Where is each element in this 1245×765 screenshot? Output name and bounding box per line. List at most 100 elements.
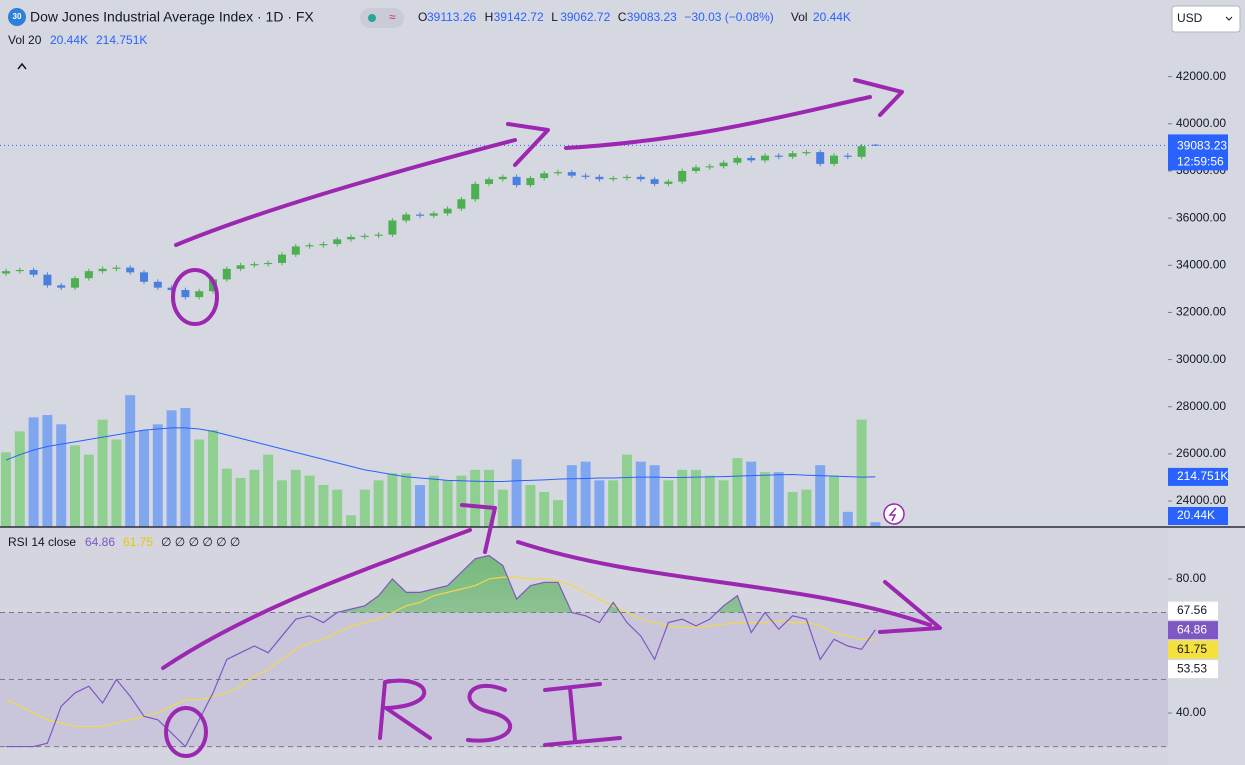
y-tick-label: 24000.00	[1176, 493, 1226, 507]
collapse-icon[interactable]	[17, 62, 27, 70]
y-tick-label: 40000.00	[1176, 116, 1226, 130]
volume-bar	[28, 417, 39, 527]
volume-bar	[746, 461, 757, 527]
candle-body	[140, 272, 148, 282]
volume-axis-label: 214.751K	[1177, 469, 1228, 483]
candle-body	[664, 181, 673, 184]
y-tick-label: 30000.00	[1176, 352, 1226, 366]
volume-bar	[787, 492, 798, 527]
volume-bar	[125, 395, 136, 527]
y-tick-label: 34000.00	[1176, 257, 1226, 271]
change: −30.03 (−0.08%)	[684, 10, 773, 24]
volume-bar	[442, 480, 453, 527]
candle-body	[774, 155, 783, 157]
candle-body	[816, 152, 825, 164]
status-pill[interactable]	[360, 8, 404, 28]
candle-body	[2, 271, 10, 274]
annotation-arrow	[161, 528, 472, 670]
volume-bar	[760, 472, 770, 527]
candle-body	[84, 271, 93, 279]
candle-body	[802, 152, 811, 154]
candle-body	[623, 176, 631, 179]
volume-bar	[829, 475, 839, 527]
volume-ma	[5, 427, 876, 482]
annotation-arrow	[516, 540, 932, 627]
status-icon: ≈	[389, 10, 396, 24]
candle-body	[71, 278, 79, 288]
volume-bar	[152, 424, 163, 527]
volume-bar	[566, 465, 577, 527]
candle-body	[429, 213, 438, 216]
candle-body	[15, 269, 24, 272]
candle-body	[554, 172, 562, 174]
candle-body	[264, 262, 273, 265]
candle-body	[733, 157, 742, 163]
last-price-box	[1168, 134, 1228, 171]
volume-bar	[484, 469, 494, 527]
vol-value: 20.44K	[813, 10, 851, 24]
candle-body	[830, 155, 838, 164]
annotation-letter	[543, 682, 622, 747]
y-tick-label: 32000.00	[1176, 305, 1226, 319]
candle-body	[319, 244, 328, 246]
volume-axis-box	[1168, 507, 1228, 525]
rsi-line	[6, 554, 876, 748]
currency-select[interactable]	[1171, 5, 1241, 33]
ohlc-value: 39142.72	[494, 10, 544, 24]
vol-legend-value: 20.44K	[50, 33, 88, 47]
volume-axis-box	[1168, 467, 1228, 486]
alert-bolt	[888, 507, 897, 522]
rsi-legend-ma: 61.75	[123, 535, 153, 549]
rsi-axis-label: 53.53	[1177, 661, 1207, 675]
annotations	[161, 78, 942, 758]
candle-body	[181, 290, 190, 298]
volume-bar	[870, 522, 881, 527]
annotation-circle	[164, 706, 208, 758]
volume-bar	[801, 489, 812, 527]
candle-body	[857, 146, 866, 157]
volume-bar	[70, 445, 80, 527]
volume-bar	[194, 439, 205, 527]
market-dot	[368, 14, 376, 22]
y-tick-label: 40.00	[1176, 705, 1206, 719]
alert-icon[interactable]	[883, 503, 905, 525]
candle-body	[512, 176, 521, 186]
volume-axis-label: 20.44K	[1177, 508, 1215, 522]
ohlc-label: L	[551, 10, 558, 24]
ohlc-value: 39083.23	[627, 10, 677, 24]
rsi-axis-label: 61.75	[1177, 642, 1207, 656]
candle-body	[347, 236, 355, 240]
countdown: 12:59:56	[1177, 155, 1224, 169]
rsi-legend-extra: ∅ ∅ ∅ ∅ ∅ ∅	[161, 535, 240, 549]
volume-bar	[139, 430, 149, 527]
rsi-line	[5, 576, 876, 728]
vol-label: Vol	[791, 10, 808, 24]
volume-bar	[677, 469, 688, 527]
candle-body	[305, 245, 314, 247]
candle-body	[167, 287, 176, 291]
rsi-axis-box	[1168, 640, 1218, 659]
rsi-title: RSI 14 close	[8, 535, 76, 549]
candle-body	[29, 269, 38, 275]
candle-body	[98, 268, 107, 272]
candle-body	[402, 214, 411, 221]
volume-bar	[718, 480, 729, 527]
rsi-axis-box	[1168, 660, 1218, 679]
candle-body	[871, 144, 880, 146]
volume-bar	[359, 489, 370, 527]
ohlc-legend: O 39113.26 H 39142.72 L 39062.72 C 39083.23 −30.…	[418, 10, 851, 24]
vol-legend: Vol 20	[8, 33, 42, 47]
volume-bar	[773, 472, 784, 527]
candle-body	[443, 208, 452, 214]
candle-body	[678, 170, 687, 182]
candle-body	[278, 254, 286, 263]
volume-bar	[539, 492, 550, 527]
volume-bar	[42, 415, 53, 527]
volume-bar	[221, 468, 232, 527]
candle-body	[291, 246, 300, 255]
candle-body	[636, 176, 645, 180]
volume-bar	[704, 475, 715, 527]
volume-bar	[290, 469, 301, 527]
